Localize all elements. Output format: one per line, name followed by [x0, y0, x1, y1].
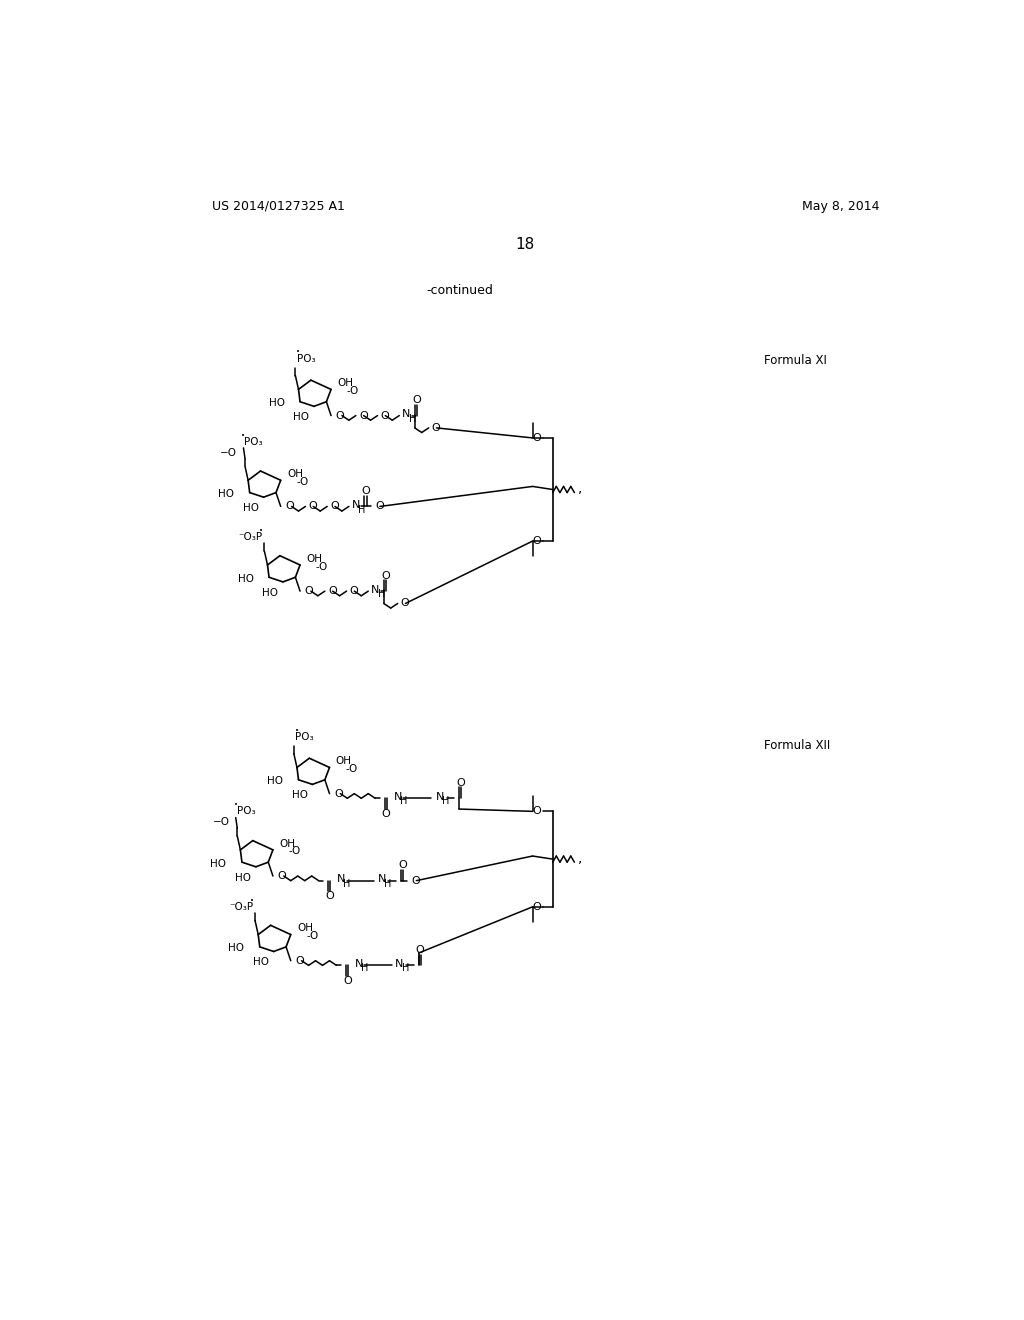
Text: •: •: [242, 433, 246, 438]
Text: -O: -O: [345, 764, 357, 774]
Text: OH: OH: [306, 554, 323, 564]
Text: ⁻O₃P: ⁻O₃P: [229, 902, 254, 912]
Text: •: •: [295, 727, 299, 734]
Text: -O: -O: [289, 846, 301, 857]
Text: O: O: [398, 861, 407, 870]
Text: •: •: [259, 528, 263, 535]
Text: HO: HO: [218, 490, 234, 499]
Text: O: O: [305, 586, 313, 597]
Text: May 8, 2014: May 8, 2014: [802, 199, 880, 213]
Text: H: H: [343, 879, 351, 888]
Text: Formula XII: Formula XII: [764, 739, 829, 752]
Text: H: H: [378, 589, 385, 599]
Text: ,: ,: [579, 850, 583, 865]
Text: HO: HO: [236, 873, 251, 883]
Text: O: O: [375, 502, 384, 511]
Text: PO₃: PO₃: [295, 731, 314, 742]
Text: H: H: [361, 964, 369, 973]
Text: HO: HO: [267, 776, 283, 787]
Text: N: N: [395, 958, 403, 969]
Text: HO: HO: [292, 791, 308, 800]
Text: O: O: [328, 586, 337, 597]
Text: O: O: [308, 502, 317, 511]
Text: H: H: [442, 796, 450, 807]
Text: N: N: [372, 585, 380, 594]
Text: N: N: [394, 792, 402, 801]
Text: O: O: [532, 536, 542, 546]
Text: O: O: [381, 570, 390, 581]
Text: •: •: [296, 350, 300, 355]
Text: O: O: [336, 411, 344, 421]
Text: HO: HO: [253, 957, 269, 968]
Text: O: O: [456, 777, 465, 788]
Text: O: O: [343, 975, 351, 986]
Text: HO: HO: [293, 412, 309, 422]
Text: OH: OH: [297, 924, 313, 933]
Text: O: O: [532, 902, 542, 912]
Text: N: N: [402, 409, 411, 418]
Text: -continued: -continued: [426, 284, 494, 297]
Text: PO₃: PO₃: [237, 807, 255, 816]
Text: H: H: [401, 964, 409, 973]
Text: O: O: [400, 598, 410, 609]
Text: O: O: [331, 502, 339, 511]
Text: O: O: [295, 956, 304, 966]
Text: -O: -O: [315, 561, 328, 572]
Text: OH: OH: [287, 469, 303, 479]
Text: 18: 18: [515, 238, 535, 252]
Text: −O: −O: [220, 447, 238, 458]
Text: HO: HO: [268, 399, 285, 408]
Text: -O: -O: [296, 477, 308, 487]
Text: O: O: [432, 422, 440, 433]
Text: −O: −O: [213, 817, 229, 828]
Text: OH: OH: [337, 379, 353, 388]
Text: PO₃: PO₃: [297, 354, 315, 363]
Text: H: H: [358, 504, 366, 515]
Text: HO: HO: [243, 503, 259, 513]
Text: ,: ,: [579, 480, 583, 495]
Text: HO: HO: [238, 574, 254, 583]
Text: O: O: [412, 875, 421, 886]
Text: O: O: [412, 395, 421, 405]
Text: N: N: [352, 500, 360, 510]
Text: O: O: [416, 945, 425, 954]
Text: O: O: [286, 502, 294, 511]
Text: O: O: [532, 807, 542, 816]
Text: O: O: [532, 433, 542, 444]
Text: OH: OH: [336, 756, 351, 767]
Text: O: O: [359, 411, 368, 421]
Text: H: H: [409, 413, 416, 424]
Text: N: N: [355, 958, 364, 969]
Text: •: •: [233, 803, 238, 808]
Text: HO: HO: [262, 587, 279, 598]
Text: O: O: [381, 411, 389, 421]
Text: H: H: [400, 796, 408, 807]
Text: HO: HO: [210, 859, 226, 869]
Text: O: O: [326, 891, 334, 902]
Text: O: O: [361, 486, 371, 496]
Text: N: N: [378, 874, 386, 884]
Text: -O: -O: [346, 385, 358, 396]
Text: O: O: [349, 586, 358, 597]
Text: N: N: [337, 874, 346, 884]
Text: O: O: [334, 788, 343, 799]
Text: O: O: [278, 871, 287, 880]
Text: Formula XI: Formula XI: [764, 354, 826, 367]
Text: PO₃: PO₃: [245, 437, 263, 446]
Text: OH: OH: [280, 838, 295, 849]
Text: HO: HO: [228, 944, 245, 953]
Text: H: H: [384, 879, 391, 888]
Text: US 2014/0127325 A1: US 2014/0127325 A1: [212, 199, 344, 213]
Text: N: N: [435, 792, 444, 801]
Text: •: •: [250, 898, 254, 904]
Text: ⁻O₃P: ⁻O₃P: [239, 532, 263, 543]
Text: -O: -O: [306, 931, 318, 941]
Text: O: O: [382, 809, 390, 818]
